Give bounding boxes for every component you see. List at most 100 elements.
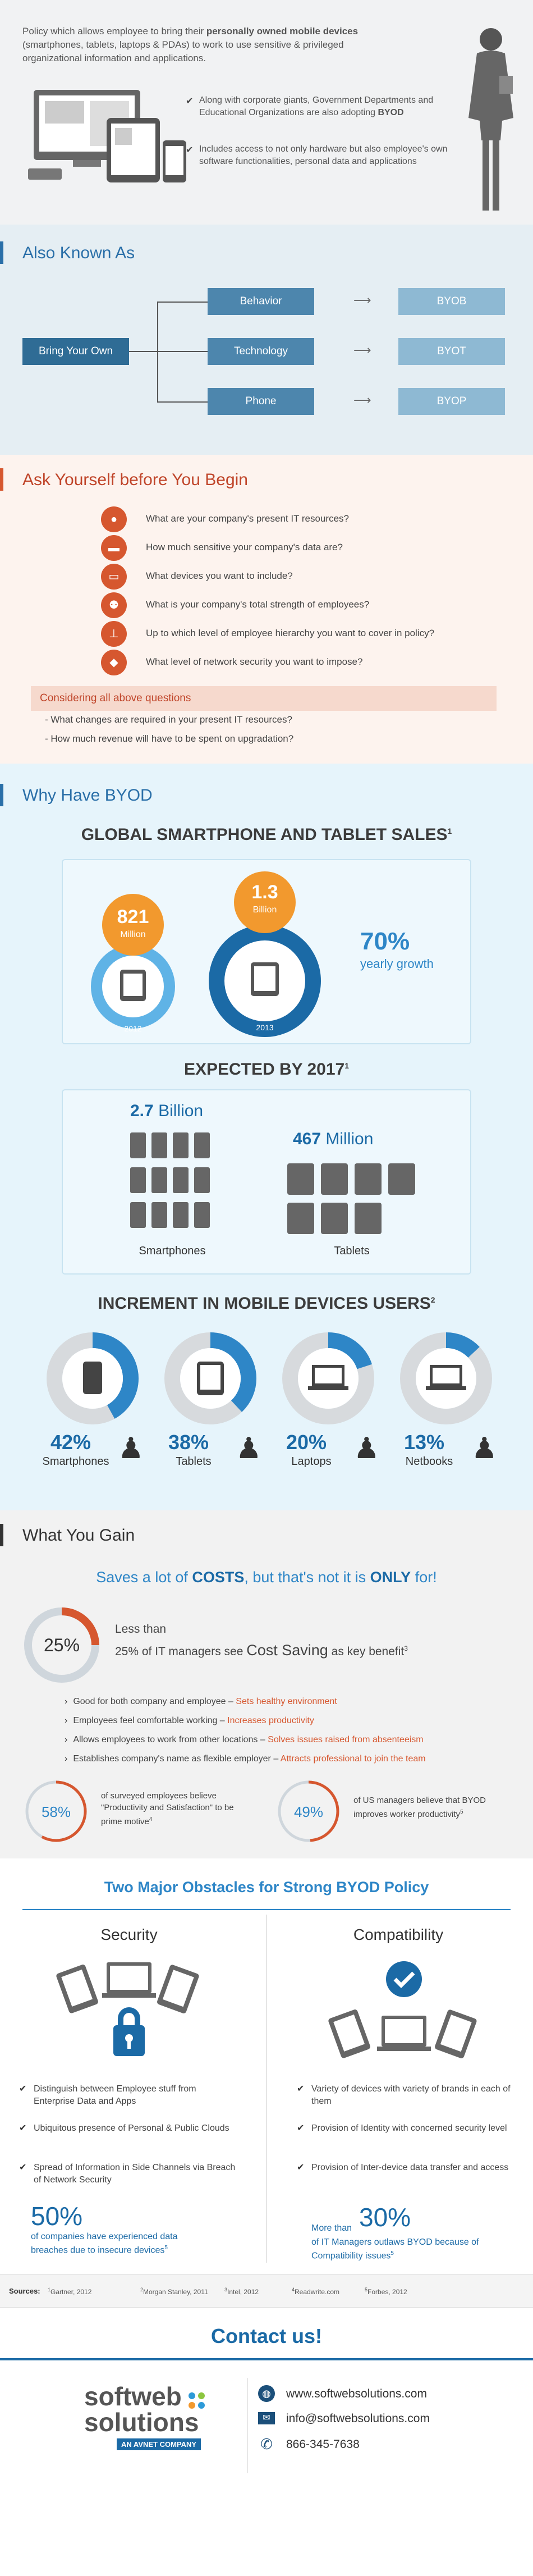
stat2-text: of US managers believe that BYOD improve…: [353, 1796, 486, 1819]
aka-item-technology: Technology: [208, 338, 314, 365]
why-title: Why Have BYOD: [22, 786, 153, 805]
question-6: What level of network security you want …: [146, 656, 363, 667]
benefit-item: › Employees feel comfortable working – In…: [65, 1716, 314, 1725]
ask-section: Ask Yourself before You Begin ● What are…: [0, 455, 533, 764]
obstacles-title: Two Major Obstacles for Strong BYOD Poli…: [104, 1879, 429, 1896]
check-icon: ✔: [297, 2163, 305, 2172]
cost-line-2: 25% of IT managers see Cost Saving as ke…: [115, 1642, 408, 1659]
source-item: 3Intel, 2012: [224, 2287, 259, 2296]
folder-icon: ▬: [101, 535, 127, 561]
aka-abbr-byot: BYOT: [398, 338, 505, 365]
title-bar: [0, 1524, 3, 1546]
person-icon: ●: [101, 506, 127, 532]
divider: [22, 1909, 511, 1910]
question-5: Up to which level of employee hierarchy …: [146, 628, 435, 638]
expected-panel: 2.7 Billion Smartphones 467 Million Tabl…: [62, 1089, 471, 1275]
sources-label: Sources:: [9, 2287, 40, 2295]
sales-2012-value: 821: [117, 906, 149, 928]
source-item: 1Gartner, 2012: [48, 2287, 92, 2296]
sec-stat-text: of companies have experienced data breac…: [31, 2232, 178, 2255]
logo-text-1: softweb: [84, 2382, 182, 2411]
incr-ring-arc: [282, 1332, 374, 1424]
comp-stat-text: of IT Managers outlaws BYOD because of C…: [311, 2237, 479, 2261]
devices-illustration: [28, 90, 186, 182]
sec-item-3: ✔ Spread of Information in Side Channels …: [19, 2163, 236, 2185]
logo-tag: AN AVNET COMPANY: [117, 2438, 201, 2450]
gain-title: What You Gain: [22, 1526, 135, 1545]
incr-ring-arc: [47, 1332, 139, 1424]
comp-stat-pre: More than: [311, 2223, 352, 2233]
contact-email[interactable]: info@softwebsolutions.com: [286, 2412, 430, 2425]
netbook-icon: [424, 1362, 468, 1395]
person-icon: ♟: [471, 1432, 498, 1465]
sec-item-1: ✔ Distinguish between Employee stuff from…: [19, 2084, 196, 2106]
source-item: 5Forbes, 2012: [365, 2287, 407, 2296]
title-bar: [0, 241, 3, 264]
why-section: Why Have BYOD GLOBAL SMARTPHONE AND TABL…: [0, 764, 533, 1510]
aka-title: Also Known As: [22, 244, 135, 262]
aka-section: Also Known As Bring Your Own Behavior Te…: [0, 225, 533, 455]
check-icon: ✔: [186, 97, 194, 106]
aka-root: Bring Your Own: [22, 338, 129, 365]
stat2-donut: [278, 1780, 339, 1842]
stat1-pct: 58%: [41, 1803, 71, 1820]
sources-bar: Sources: 1Gartner, 2012 2Morgan Stanley, …: [0, 2274, 533, 2308]
check-icon: ✔: [297, 2123, 305, 2133]
tablets-grid: [287, 1163, 415, 1234]
sec-item-2: ✔ Ubiquitous presence of Personal & Publi…: [19, 2122, 236, 2135]
sales-title: GLOBAL SMARTPHONE AND TABLET SALES1: [81, 825, 452, 844]
check-icon: ✔: [297, 2084, 305, 2094]
intro-bullet-1: ✔ Along with corporate giants, Government…: [186, 95, 434, 117]
sub-question-1: - What changes are required in your pres…: [45, 714, 292, 725]
question-3: What devices you want to include?: [146, 570, 293, 581]
incr-pct-2: 20%: [286, 1431, 327, 1454]
title-bar: [0, 468, 3, 491]
donut-arc: [25, 1780, 87, 1842]
contact-title: Contact us!: [211, 2324, 322, 2347]
obstacles-section: Two Major Obstacles for Strong BYOD Poli…: [0, 1858, 533, 2274]
divider: [0, 2358, 533, 2360]
title-bar: [0, 784, 3, 806]
globe-icon: ◍: [258, 2385, 275, 2402]
intro-text: Policy which allows employee to bring th…: [22, 26, 359, 63]
tab-value: 467 Million: [293, 1130, 374, 1148]
question-2: How much sensitive your company's data a…: [146, 542, 343, 552]
intro-section: Policy which allows employee to bring th…: [0, 0, 533, 225]
cost-line-1: Less than: [115, 1623, 167, 1636]
contact-section: Sources: 1Gartner, 2012 2Morgan Stanley, …: [0, 2274, 533, 2576]
benefit-item: › Allows employees to work from other loc…: [65, 1735, 424, 1744]
compat-title: Compatibility: [353, 1926, 444, 1943]
connector: [157, 401, 208, 403]
question-4: What is your company's total strength of…: [146, 599, 370, 610]
contact-web[interactable]: www.softwebsolutions.com: [286, 2387, 427, 2400]
stat1-donut: [25, 1780, 87, 1842]
sales-panel: 821 Million 2012 1.3 Billion 2013 70% ye…: [62, 859, 471, 1044]
comp-item-3: ✔ Provision of Inter-device data transfer…: [297, 2162, 513, 2174]
sales-2013-unit: Billion: [252, 905, 277, 915]
smartphone-icon: [70, 1362, 115, 1395]
incr-ring-arc: [164, 1332, 256, 1424]
sales-2012-unit: Million: [120, 930, 146, 939]
aka-item-behavior: Behavior: [208, 288, 314, 315]
comp-stat-value: 30%: [359, 2203, 411, 2232]
lock-icon: [56, 1962, 199, 2056]
incr-title: INCREMENT IN MOBILE DEVICES USERS2: [98, 1294, 435, 1313]
sales-2012-graphic: [91, 894, 175, 1029]
expected-title: EXPECTED BY 20171: [183, 1060, 350, 1079]
incr-pct-0: 42%: [50, 1431, 91, 1454]
mail-icon: ✉: [258, 2412, 275, 2424]
aka-item-phone: Phone: [208, 388, 314, 415]
incr-label-0: Smartphones: [42, 1455, 109, 1468]
incr-label-2: Laptops: [291, 1455, 332, 1468]
contact-phone[interactable]: 866-345-7638: [286, 2438, 360, 2451]
logo-text-2: solutions: [84, 2408, 199, 2437]
arrow-right-icon: ⟶: [353, 293, 371, 307]
check-icon: ✔: [19, 2163, 27, 2172]
check-icon: [328, 1961, 477, 2058]
cost-pct: 25%: [43, 1635, 80, 1655]
laptop-icon: [306, 1362, 351, 1395]
donut-arc: [278, 1780, 339, 1842]
connector: [157, 302, 158, 403]
benefit-item: › Establishes company's name as flexible …: [65, 1754, 426, 1764]
incr-ring-arc: [400, 1332, 492, 1424]
